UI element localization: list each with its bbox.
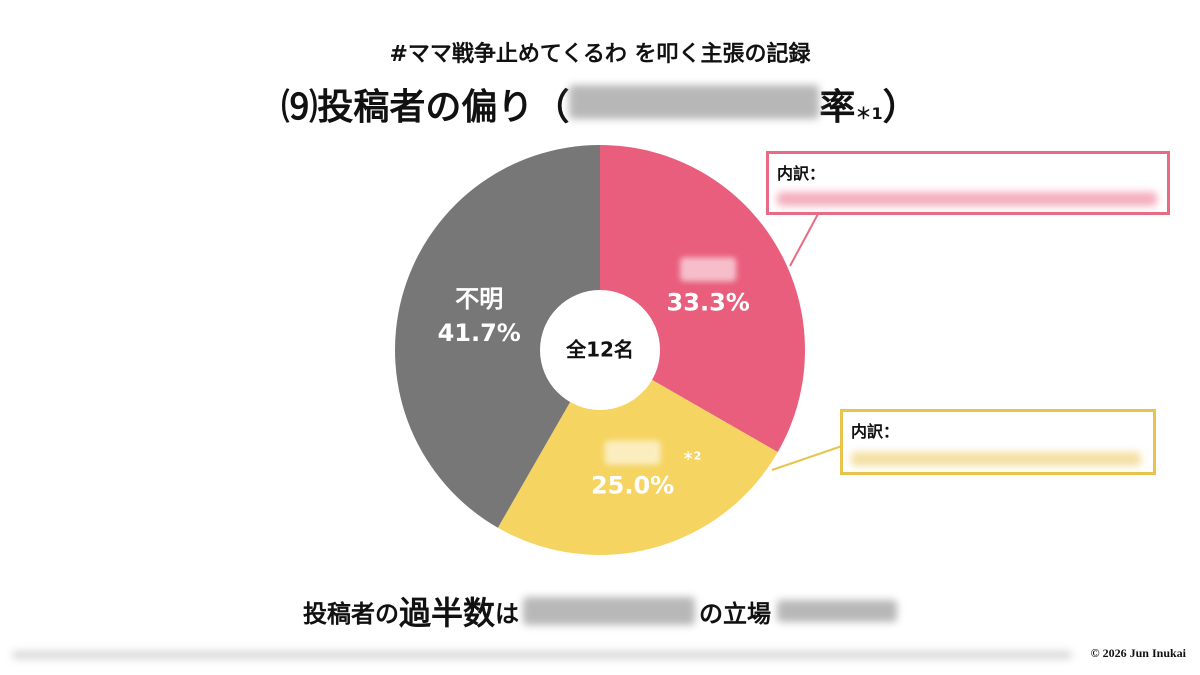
copyright: © 2026 Jun Inukai [1090,646,1186,660]
blurred-text [777,192,1157,206]
subtitle-text: ） [882,87,919,128]
value-label: 33.3% [667,288,750,316]
blurred-text [569,85,820,119]
value-label: 25.0% [591,472,674,500]
conclusion: 投稿者の 過半数 は の立場 [0,588,1200,634]
subtitle-text: ⑼投稿者の偏り（ [281,87,570,128]
callout-label: 内訳： [777,164,826,183]
conclusion-text: の立場 [699,599,771,628]
callout-box: 内訳： [766,151,1170,215]
callout-box: 内訳： [840,409,1156,475]
blurred-text [604,440,661,465]
blurred-text [851,452,1141,466]
footnote-mark: ＊1 [855,104,883,123]
callout-line [789,213,819,267]
conclusion-text: 過半数 [398,594,495,632]
blurred-text [777,600,897,622]
subtitle: ⑼投稿者の偏り（ 率 ＊1 ） [0,78,1200,130]
title-text: #ママ戦争止めてくるわ を叩く主張の記録 [389,42,811,67]
conclusion-text: は [495,599,519,628]
value-label: 41.7% [438,319,521,347]
slice-name: 不明 [455,285,503,313]
center-label: 全12名 [565,338,634,362]
blurred-text [523,597,695,625]
blurred-text [680,257,737,282]
pie-slice [395,145,600,528]
callout-label: 内訳： [851,422,900,441]
conclusion-text: 投稿者の [302,599,399,628]
callout-line [771,445,843,471]
footnote-mark: ＊2 [683,450,702,463]
donut-hole [540,290,660,410]
blurred-footnote [12,651,1072,659]
subtitle-text: 率 [819,87,856,128]
title: #ママ戦争止めてくるわ を叩く主張の記録 [0,36,1200,68]
